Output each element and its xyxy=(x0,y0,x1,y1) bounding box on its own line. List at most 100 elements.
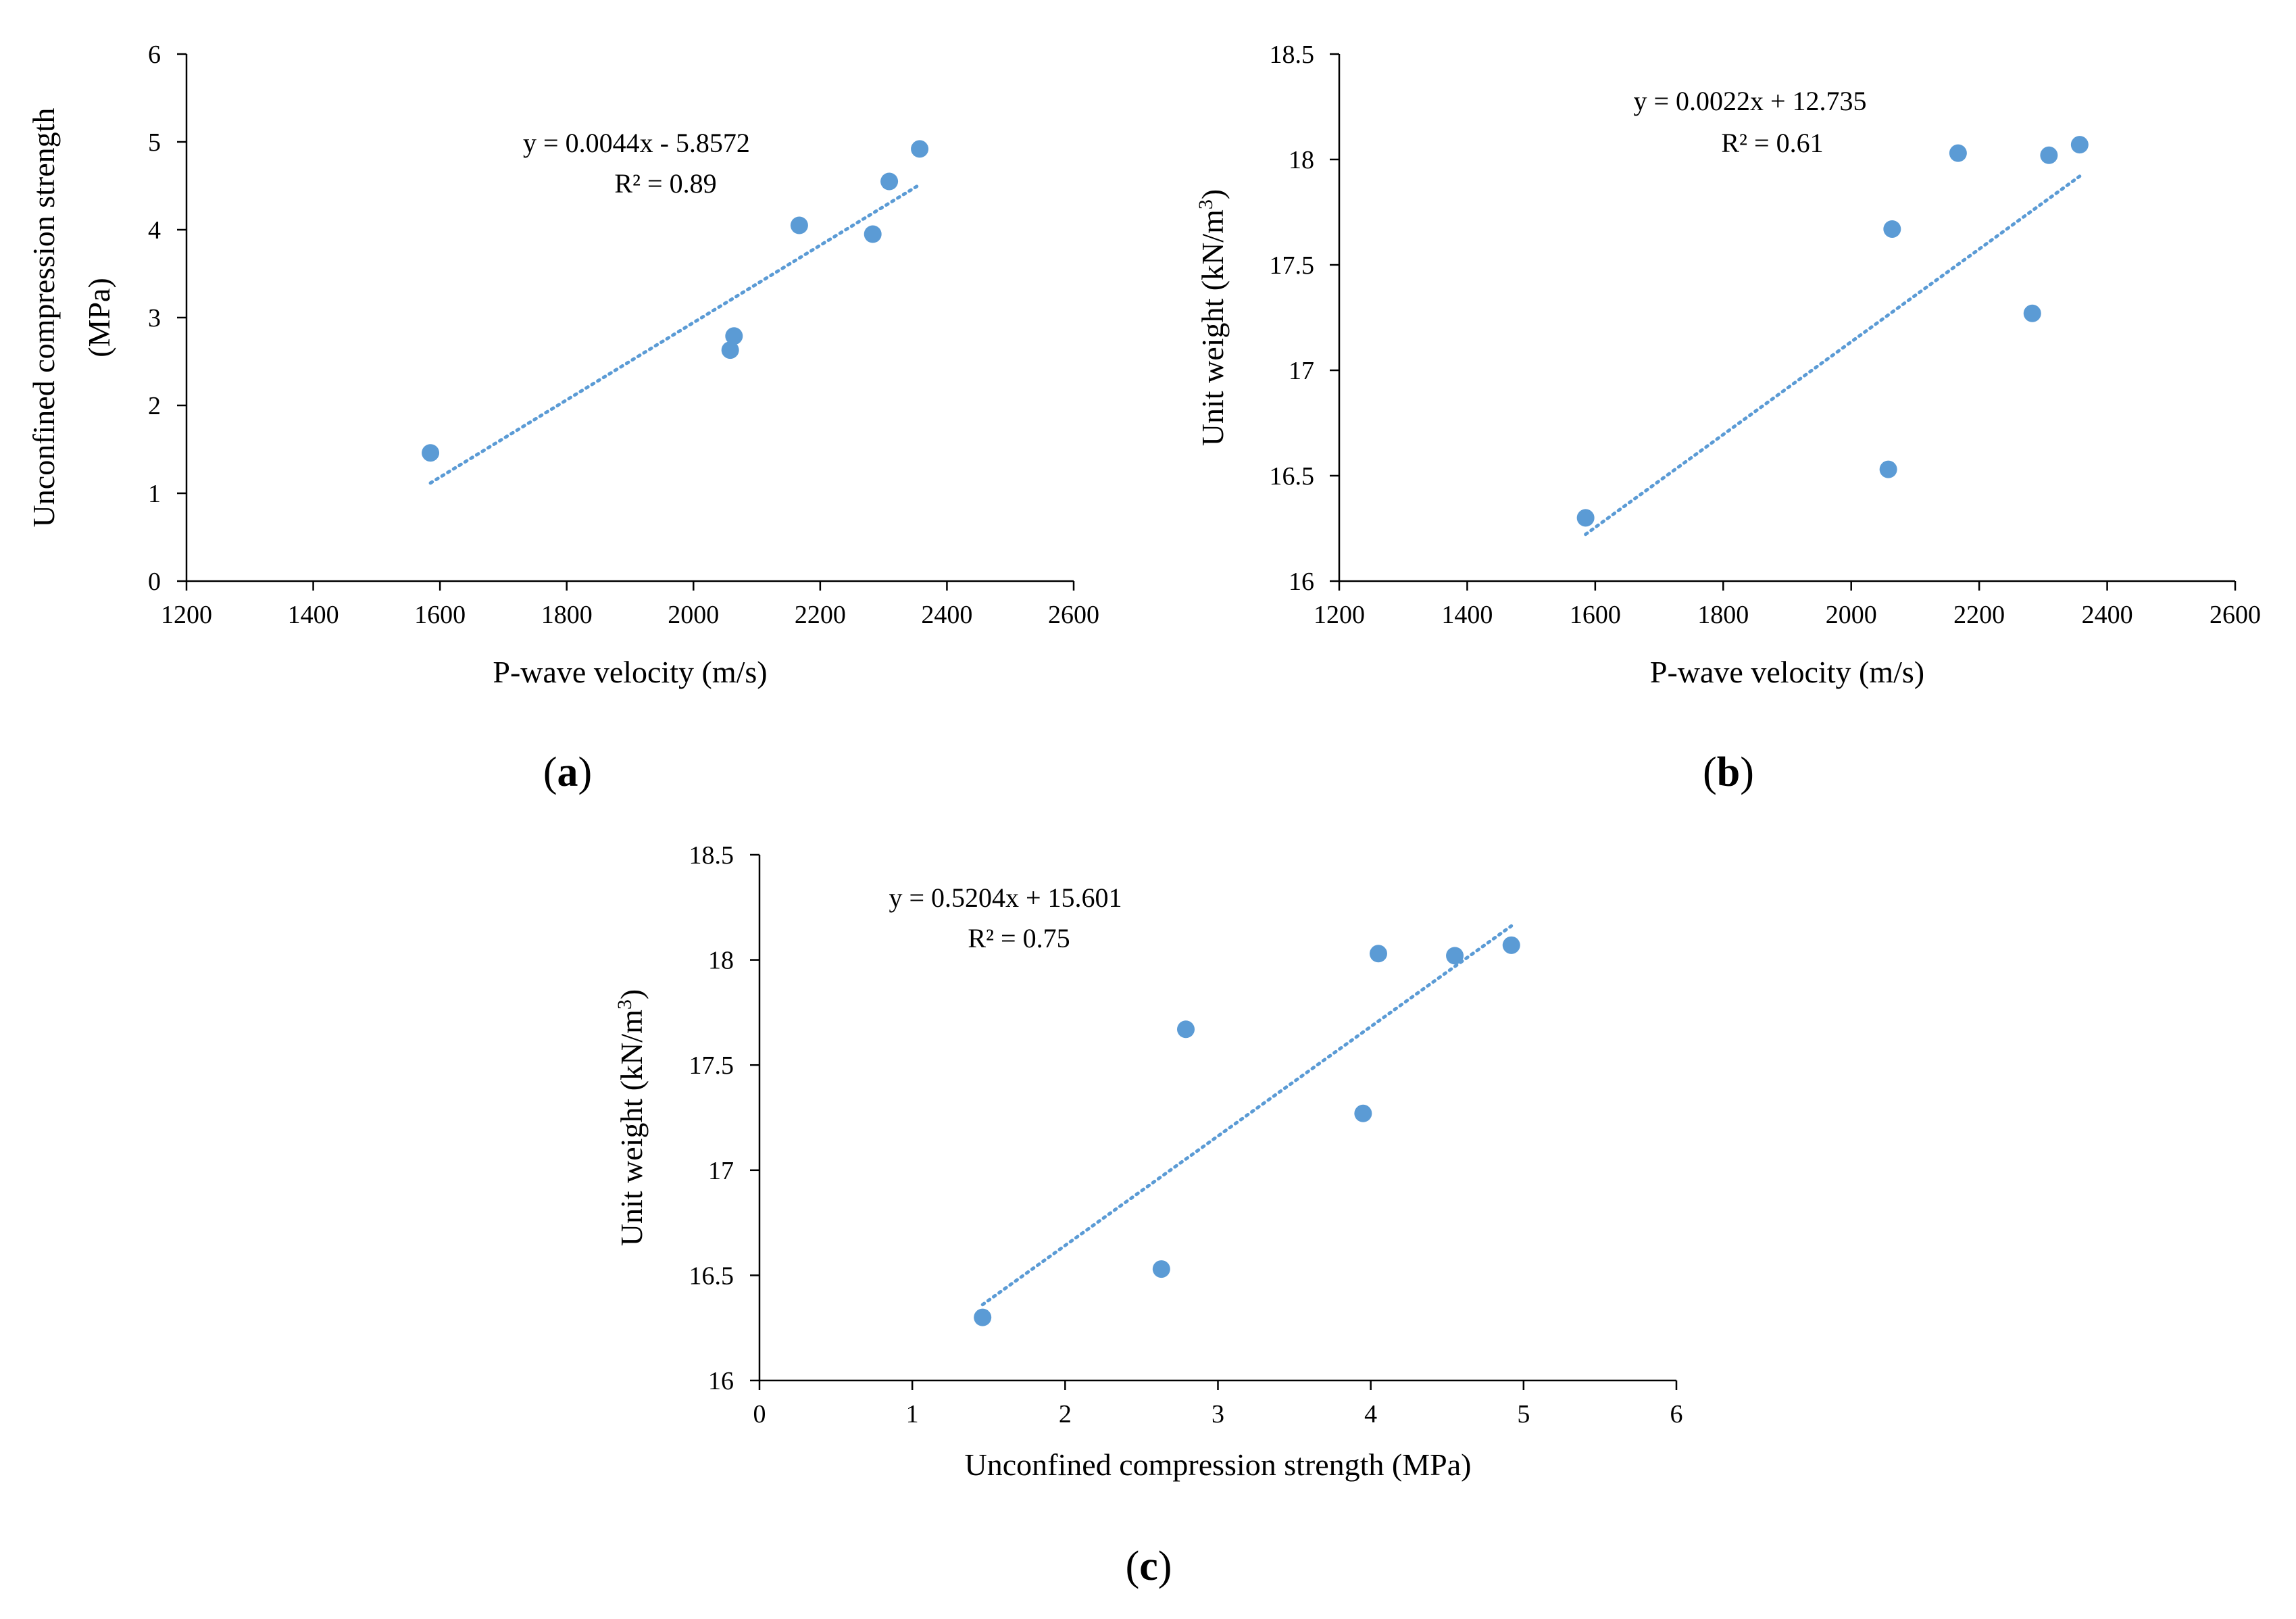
data-point xyxy=(864,225,882,243)
y-tick-label: 4 xyxy=(148,216,161,245)
data-point xyxy=(2070,136,2089,154)
data-point xyxy=(880,172,899,191)
y-axis-label-text: Unit weight (kN/m xyxy=(1195,209,1230,446)
panel-label: (c) xyxy=(1126,1543,1172,1589)
data-point xyxy=(1879,460,1897,478)
y-tick-label: 16.5 xyxy=(689,1262,734,1290)
y-tick-label: 18 xyxy=(708,947,734,975)
data-point xyxy=(1354,1104,1372,1122)
x-tick-label: 2000 xyxy=(668,601,719,629)
x-tick-label: 2 xyxy=(1059,1400,1072,1428)
y-axis-label-unit: (MPa) xyxy=(82,278,116,357)
data-point xyxy=(725,327,743,345)
x-tick-label: 2000 xyxy=(1826,601,1877,629)
x-tick-label: 5 xyxy=(1517,1400,1530,1428)
trendline-equation: y = 0.0044x - 5.8572 xyxy=(523,128,750,158)
x-tick-label: 1200 xyxy=(1314,601,1365,629)
y-tick-label: 6 xyxy=(148,41,161,69)
x-tick-label: 1 xyxy=(906,1400,919,1428)
x-tick-label: 1400 xyxy=(1441,601,1493,629)
trendline xyxy=(1584,174,2082,537)
data-point xyxy=(422,444,440,462)
x-tick-label: 2200 xyxy=(795,601,846,629)
x-tick-label: 1600 xyxy=(414,601,466,629)
data-point xyxy=(790,216,808,234)
x-tick-label: 0 xyxy=(753,1400,766,1428)
x-tick-label: 2600 xyxy=(1048,601,1099,629)
r-squared-label: R² = 0.61 xyxy=(1721,128,1823,158)
y-tick-label: 16 xyxy=(1289,568,1314,596)
y-axis-label: Unit weight (kN/m3) xyxy=(614,989,649,1246)
x-tick-label: 1800 xyxy=(541,601,593,629)
data-point xyxy=(1883,220,1901,238)
y-axis-label-close: ) xyxy=(1195,189,1230,199)
x-axis-label: Unconfined compression strength (MPa) xyxy=(965,1447,1472,1482)
panel-label-close: ) xyxy=(578,749,593,795)
y-axis-label-close: ) xyxy=(614,989,649,999)
panel-label-open: ( xyxy=(1126,1543,1140,1589)
y-tick-label: 17.5 xyxy=(1270,251,1315,280)
y-tick-label: 17 xyxy=(708,1157,734,1185)
panel-label-close: ) xyxy=(1740,749,1754,795)
x-tick-label: 2400 xyxy=(2082,601,2133,629)
y-tick-label: 17.5 xyxy=(689,1051,734,1080)
y-tick-label: 16 xyxy=(708,1367,734,1395)
panel-label: (b) xyxy=(1703,749,1754,795)
trendline xyxy=(428,182,922,485)
data-point xyxy=(1446,947,1464,965)
panel-label: (a) xyxy=(543,749,592,795)
panel-label-letter: b xyxy=(1717,749,1740,795)
data-point xyxy=(2023,304,2041,322)
x-tick-label: 1200 xyxy=(161,601,212,629)
x-tick-label: 4 xyxy=(1364,1400,1377,1428)
y-tick-label: 5 xyxy=(148,128,161,157)
chart-panel-c: 16 16.5 17 17.5 18 18.5 0 1 2 3 4 5 6 Unconfined comp… xyxy=(614,841,1683,1589)
chart-panel-b: 16 16.5 17 17.5 18 18.5 1200 1400 1600 1800 2000 22… xyxy=(1195,41,2261,795)
data-point xyxy=(1152,1260,1170,1278)
y-tick-label: 1 xyxy=(148,480,161,508)
y-axis-label-text: Unit weight (kN/m xyxy=(614,1010,649,1246)
trendline xyxy=(980,924,1514,1307)
x-tick-label: 1800 xyxy=(1697,601,1749,629)
y-axis-label: Unit weight (kN/m3) xyxy=(1195,189,1230,446)
y-tick-label: 18.5 xyxy=(689,841,734,870)
y-tick-label: 0 xyxy=(148,568,161,596)
y-tick-label: 16.5 xyxy=(1270,462,1315,491)
y-tick-label: 2 xyxy=(148,392,161,420)
data-point xyxy=(2040,146,2058,164)
data-point xyxy=(721,341,739,359)
panel-label-open: ( xyxy=(543,749,557,795)
y-axis-label: Unconfined compression strength xyxy=(26,108,61,528)
data-point xyxy=(1502,936,1520,954)
x-tick-label: 1600 xyxy=(1570,601,1621,629)
y-axis-label-superscript: 3 xyxy=(614,999,636,1010)
x-axis-label: P-wave velocity (m/s) xyxy=(1650,655,1924,689)
data-point xyxy=(1369,945,1387,963)
y-axis-label-superscript: 3 xyxy=(1195,199,1217,209)
y-tick-label: 18.5 xyxy=(1270,41,1315,69)
x-tick-label: 2200 xyxy=(1953,601,2005,629)
data-point xyxy=(1949,144,1967,162)
panel-label-open: ( xyxy=(1703,749,1717,795)
data-point xyxy=(911,140,929,158)
trendline-equation: y = 0.5204x + 15.601 xyxy=(889,882,1122,913)
data-point xyxy=(1576,509,1595,527)
r-squared-label: R² = 0.75 xyxy=(968,923,1070,953)
panel-label-letter: a xyxy=(557,749,578,795)
panel-label-close: ) xyxy=(1158,1543,1172,1589)
data-point xyxy=(1177,1020,1195,1039)
y-tick-label: 3 xyxy=(148,304,161,332)
trendline-equation: y = 0.0022x + 12.735 xyxy=(1633,86,1866,116)
chart-panel-a: 0 1 2 3 4 5 6 1200 1400 1600 1800 2000 2200 2400 2600 P… xyxy=(26,41,1099,795)
x-tick-label: 6 xyxy=(1670,1400,1683,1428)
data-point xyxy=(974,1308,992,1326)
panel-label-letter: c xyxy=(1139,1543,1158,1589)
x-tick-label: 2600 xyxy=(2210,601,2261,629)
r-squared-label: R² = 0.89 xyxy=(614,168,716,199)
x-tick-label: 1400 xyxy=(288,601,339,629)
x-tick-label: 2400 xyxy=(921,601,972,629)
y-tick-label: 17 xyxy=(1289,357,1314,385)
x-axis-label: P-wave velocity (m/s) xyxy=(493,655,767,689)
x-tick-label: 3 xyxy=(1212,1400,1224,1428)
